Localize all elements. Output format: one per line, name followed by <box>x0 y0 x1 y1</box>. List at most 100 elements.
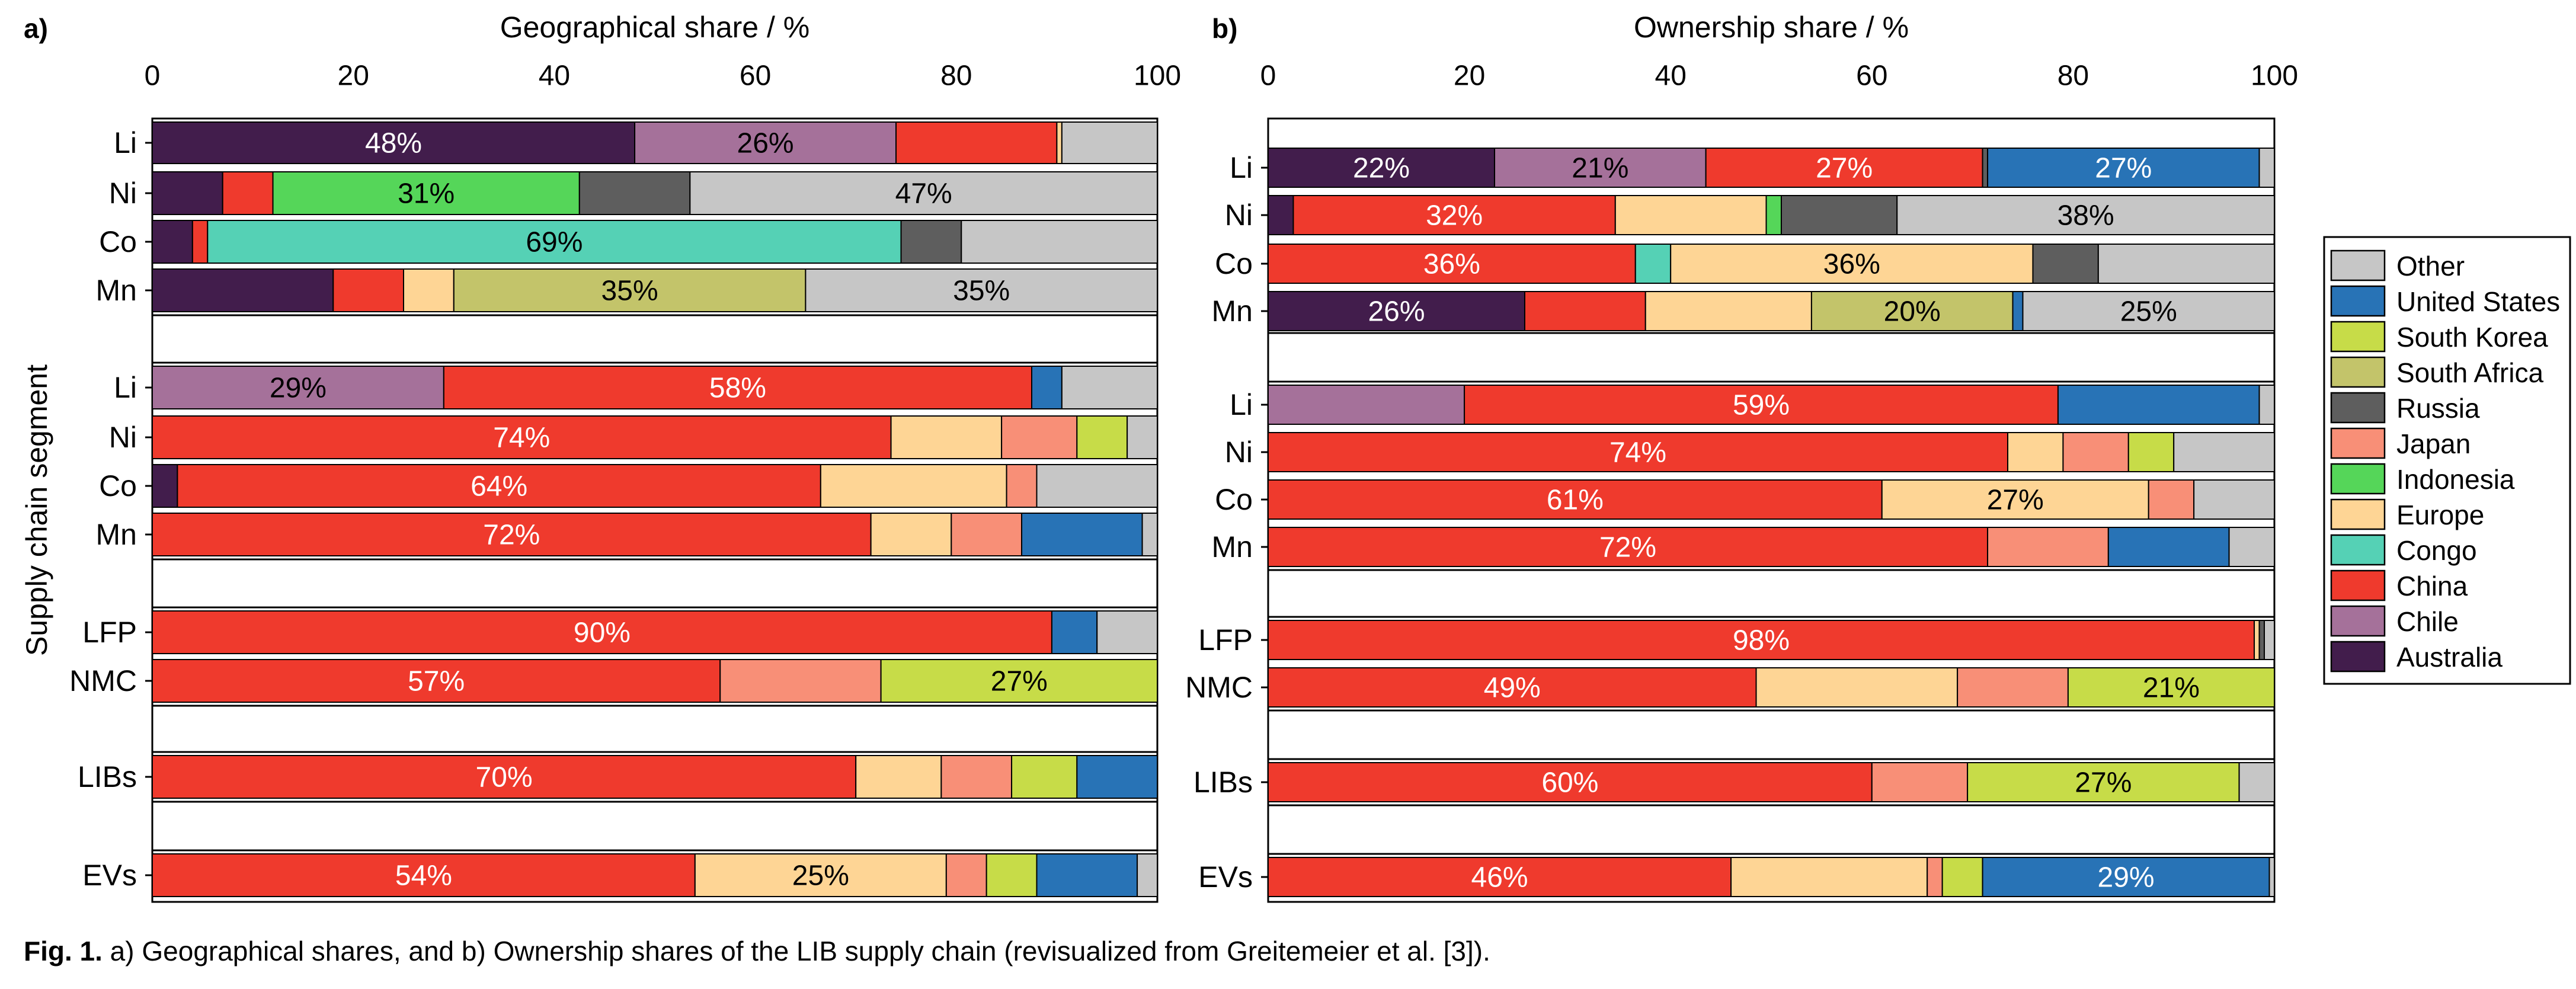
bar-segment-europe <box>1056 121 1063 164</box>
bar-segment-china <box>1268 432 2009 472</box>
category-label: Mn <box>96 518 137 551</box>
bar-segment-europe <box>890 415 1003 459</box>
bar-segment-south-korea <box>1011 755 1078 799</box>
data-label: 46% <box>1471 862 1528 894</box>
bar-segment-other <box>1141 513 1159 556</box>
category-label: Mn <box>96 274 137 307</box>
bar-segment-china <box>152 755 857 799</box>
bar-segment-chile <box>1268 385 1465 425</box>
bar-segment-europe <box>403 268 455 312</box>
legend-swatch <box>2330 392 2386 424</box>
category-label: Mn <box>1212 530 1253 564</box>
bar-segment-europe <box>870 513 952 556</box>
data-label: 98% <box>1733 625 1790 657</box>
bar-segment-australia <box>152 268 334 312</box>
x-tick-label: 60 <box>1856 60 1887 92</box>
bar-segment-japan <box>1001 415 1078 459</box>
legend-swatch <box>2330 605 2386 637</box>
bar-segment-other <box>2228 527 2276 567</box>
bar-segment-japan <box>951 513 1023 556</box>
bar-segment-australia <box>152 171 223 215</box>
category-label: NMC <box>1185 671 1253 704</box>
bar-segment-russia <box>2032 244 2099 284</box>
x-tick-label: 60 <box>740 60 771 92</box>
category-label: Co <box>99 225 137 258</box>
x-tick-label: 20 <box>338 60 369 92</box>
bar-segment-united-states <box>1982 857 2270 897</box>
bar-segment-china <box>152 610 1052 654</box>
data-label: 47% <box>895 178 952 210</box>
category-label: Co <box>1215 247 1253 280</box>
bar-segment-china <box>1268 479 1883 520</box>
bar-segment-south-korea <box>1076 415 1128 459</box>
data-label: 61% <box>1547 485 1604 516</box>
bar-segment-south-africa <box>453 268 807 312</box>
bar-segment-united-states <box>2107 527 2230 567</box>
bar-segment-other <box>1096 610 1158 654</box>
legend-swatch <box>2330 463 2386 495</box>
data-label: 25% <box>792 860 849 892</box>
data-label: 38% <box>2057 200 2114 232</box>
bar-segment-europe <box>1730 857 1928 897</box>
legend-label: China <box>2396 571 2468 601</box>
bar-segment-united-states <box>2012 291 2024 331</box>
data-label: 69% <box>526 227 583 258</box>
bar-segment-japan <box>2148 479 2195 520</box>
bar-segment-europe <box>1670 244 2034 284</box>
bar-segment-congo <box>207 220 902 264</box>
bar-segment-other <box>689 171 1158 215</box>
bar-segment-chile <box>152 366 444 409</box>
bar-segment-russia <box>900 220 962 264</box>
bar-segment-other <box>2173 432 2275 472</box>
bar-segment-china <box>1524 291 1646 331</box>
bar-segment-russia <box>1780 195 1898 235</box>
category-label: LIBs <box>78 760 137 793</box>
data-label: 27% <box>1987 485 2044 516</box>
bar-segment-south-korea <box>2127 432 2175 472</box>
data-label: 35% <box>953 276 1010 307</box>
bar-segment-japan <box>2062 432 2129 472</box>
legend-label: Chile <box>2396 606 2459 637</box>
bar-segment-south-africa <box>1810 291 2014 331</box>
bar-segment-chile <box>634 121 897 164</box>
bar-segment-other <box>2238 762 2276 802</box>
bar-segment-australia <box>1268 148 1496 188</box>
data-label: 36% <box>1823 249 1880 280</box>
data-label: 74% <box>1609 437 1666 469</box>
panel-label: b) <box>1212 13 1237 44</box>
bar-segment-united-states <box>1036 853 1138 897</box>
bar-segment-europe <box>1614 195 1767 235</box>
bar-segment-south-korea <box>880 659 1158 703</box>
bar-segment-congo <box>1634 244 1672 284</box>
data-label: 64% <box>471 471 527 502</box>
bar-segment-other <box>1137 853 1158 897</box>
legend-label: Europe <box>2396 500 2484 530</box>
bar-segment-china <box>1705 148 1983 188</box>
data-label: 27% <box>1816 153 1873 184</box>
data-label: 27% <box>2095 153 2152 184</box>
category-label: Li <box>114 126 137 159</box>
data-label: 49% <box>1484 673 1541 704</box>
bar-segment-russia <box>578 171 691 215</box>
legend-label: South Korea <box>2396 322 2548 353</box>
bar-segment-europe <box>1755 667 1959 708</box>
data-label: 74% <box>493 423 550 454</box>
legend-swatch <box>2330 427 2386 459</box>
category-label: NMC <box>69 664 137 697</box>
category-label: Ni <box>109 177 137 210</box>
data-label: 32% <box>1426 200 1483 232</box>
bar-segment-other <box>2097 244 2276 284</box>
bar-segment-japan <box>1871 762 1969 802</box>
bar-segment-russia <box>1982 148 1989 188</box>
x-tick-label: 40 <box>1655 60 1687 92</box>
legend-swatch <box>2330 534 2386 566</box>
bar-segment-other <box>1061 366 1158 409</box>
legend-label: South Africa <box>2396 357 2543 388</box>
legend-label: Indonesia <box>2396 464 2515 495</box>
data-label: 21% <box>2143 673 2200 704</box>
bar-segment-japan <box>1987 527 2109 567</box>
bar-segment-other <box>961 220 1159 264</box>
bar-segment-australia <box>152 220 193 264</box>
data-label: 72% <box>1599 532 1656 564</box>
